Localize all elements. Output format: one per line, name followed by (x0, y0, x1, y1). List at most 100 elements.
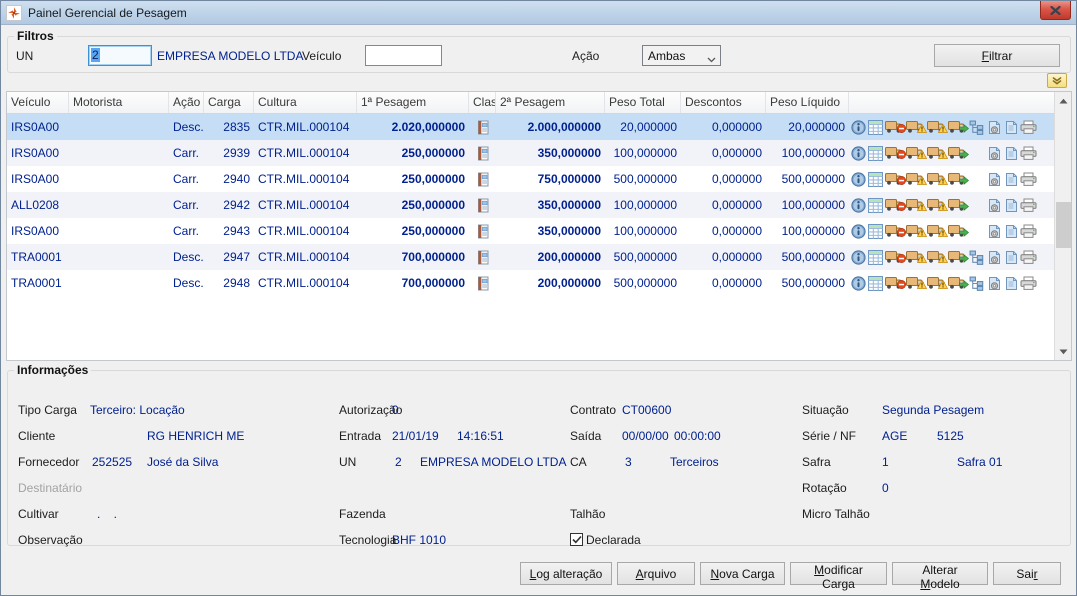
vertical-scrollbar[interactable] (1054, 92, 1071, 360)
table-row[interactable]: TRA0001 Desc. 2947 CTR.MIL.000104 700,00… (7, 244, 1054, 270)
log-gear-icon[interactable] (986, 224, 1002, 239)
details-grid-icon[interactable] (868, 119, 883, 135)
details-grid-icon[interactable] (868, 275, 883, 291)
truck-forward-icon[interactable] (948, 276, 969, 291)
scroll-down-icon[interactable] (1055, 343, 1072, 360)
truck-remove-icon[interactable] (885, 198, 906, 213)
truck-warning-1-icon[interactable] (906, 120, 928, 135)
truck-warning-2-icon[interactable] (927, 146, 949, 161)
log-gear-icon[interactable] (986, 198, 1002, 213)
truck-warning-1-icon[interactable] (906, 198, 928, 213)
truck-forward-icon[interactable] (948, 224, 969, 239)
details-grid-icon[interactable] (868, 249, 883, 265)
info-icon[interactable] (851, 171, 866, 187)
filter-button[interactable]: Filtrar (934, 44, 1060, 67)
truck-forward-icon[interactable] (948, 198, 969, 213)
log-gear-icon[interactable] (986, 250, 1002, 265)
close-button[interactable] (1040, 1, 1071, 20)
truck-forward-icon[interactable] (948, 146, 969, 161)
details-grid-icon[interactable] (868, 223, 883, 239)
col-header-acao[interactable]: Ação (169, 92, 204, 113)
col-header-peso-total[interactable]: Peso Total (605, 92, 681, 113)
collapse-filters-button[interactable] (1047, 73, 1067, 88)
table-row[interactable]: IRS0A00 Carr. 2943 CTR.MIL.000104 250,00… (7, 218, 1054, 244)
log-gear-icon[interactable] (986, 276, 1002, 291)
truck-remove-icon[interactable] (885, 120, 906, 135)
truck-warning-1-icon[interactable] (906, 276, 928, 291)
details-grid-icon[interactable] (868, 171, 883, 187)
log-alteracao-button[interactable]: Log alteração (520, 562, 612, 585)
document-icon[interactable] (1004, 120, 1018, 135)
printer-icon[interactable] (1020, 250, 1037, 265)
info-icon[interactable] (851, 275, 866, 291)
table-row[interactable]: IRS0A00 Desc. 2835 CTR.MIL.000104 2.020,… (7, 114, 1054, 140)
truck-warning-2-icon[interactable] (927, 276, 949, 291)
classification-notebook-icon[interactable] (476, 198, 490, 213)
col-header-descontos[interactable]: Descontos (681, 92, 766, 113)
document-icon[interactable] (1004, 250, 1018, 265)
classification-notebook-icon[interactable] (476, 172, 490, 187)
nova-carga-button[interactable]: Nova Carga (700, 562, 785, 585)
truck-warning-2-icon[interactable] (927, 120, 949, 135)
truck-remove-icon[interactable] (885, 276, 906, 291)
col-header-cultura[interactable]: Cultura (254, 92, 357, 113)
classification-notebook-icon[interactable] (476, 250, 490, 265)
info-icon[interactable] (851, 197, 866, 213)
document-icon[interactable] (1004, 172, 1018, 187)
info-icon[interactable] (851, 249, 866, 265)
alterar-modelo-button[interactable]: Alterar Modelo (892, 562, 988, 591)
truck-remove-icon[interactable] (885, 172, 906, 187)
col-header-motorista[interactable]: Motorista (69, 92, 169, 113)
scroll-up-icon[interactable] (1055, 92, 1072, 109)
truck-remove-icon[interactable] (885, 224, 906, 239)
table-row[interactable]: IRS0A00 Carr. 2939 CTR.MIL.000104 250,00… (7, 140, 1054, 166)
truck-warning-2-icon[interactable] (927, 224, 949, 239)
printer-icon[interactable] (1020, 224, 1037, 239)
modificar-carga-button[interactable]: Modificar Carga (790, 562, 887, 591)
col-header-peso-liquido[interactable]: Peso Líquido (766, 92, 849, 113)
truck-remove-icon[interactable] (885, 146, 906, 161)
info-icon[interactable] (851, 119, 866, 135)
col-header-pesagem2[interactable]: 2ª Pesagem (496, 92, 605, 113)
process-tree-icon[interactable] (969, 120, 984, 135)
truck-forward-icon[interactable] (948, 250, 969, 265)
declarada-checkbox[interactable] (570, 533, 583, 546)
info-icon[interactable] (851, 223, 866, 239)
truck-warning-2-icon[interactable] (927, 172, 949, 187)
details-grid-icon[interactable] (868, 197, 883, 213)
table-row[interactable]: ALL0208 Carr. 2942 CTR.MIL.000104 250,00… (7, 192, 1054, 218)
col-header-veiculo[interactable]: Veículo (7, 92, 69, 113)
printer-icon[interactable] (1020, 120, 1037, 135)
truck-forward-icon[interactable] (948, 172, 969, 187)
printer-icon[interactable] (1020, 276, 1037, 291)
truck-warning-1-icon[interactable] (906, 146, 928, 161)
document-icon[interactable] (1004, 224, 1018, 239)
document-icon[interactable] (1004, 198, 1018, 213)
truck-warning-2-icon[interactable] (927, 250, 949, 265)
arquivo-button[interactable]: Arquivo (617, 562, 695, 585)
truck-warning-1-icon[interactable] (906, 224, 928, 239)
printer-icon[interactable] (1020, 198, 1037, 213)
truck-remove-icon[interactable] (885, 250, 906, 265)
table-row[interactable]: TRA0001 Desc. 2948 CTR.MIL.000104 700,00… (7, 270, 1054, 296)
col-header-pesagem1[interactable]: 1ª Pesagem (357, 92, 469, 113)
sair-button[interactable]: Sair (993, 562, 1061, 585)
log-gear-icon[interactable] (986, 120, 1002, 135)
action-select[interactable]: Ambas (642, 45, 721, 66)
classification-notebook-icon[interactable] (476, 224, 490, 239)
details-grid-icon[interactable] (868, 145, 883, 161)
scrollbar-thumb[interactable] (1056, 202, 1071, 248)
truck-warning-1-icon[interactable] (906, 172, 928, 187)
printer-icon[interactable] (1020, 146, 1037, 161)
classification-notebook-icon[interactable] (476, 276, 490, 291)
document-icon[interactable] (1004, 146, 1018, 161)
vehicle-input[interactable] (365, 45, 442, 66)
truck-warning-2-icon[interactable] (927, 198, 949, 213)
document-icon[interactable] (1004, 276, 1018, 291)
process-tree-icon[interactable] (969, 276, 984, 291)
printer-icon[interactable] (1020, 172, 1037, 187)
classification-notebook-icon[interactable] (476, 120, 490, 135)
log-gear-icon[interactable] (986, 172, 1002, 187)
log-gear-icon[interactable] (986, 146, 1002, 161)
table-row[interactable]: IRS0A00 Carr. 2940 CTR.MIL.000104 250,00… (7, 166, 1054, 192)
